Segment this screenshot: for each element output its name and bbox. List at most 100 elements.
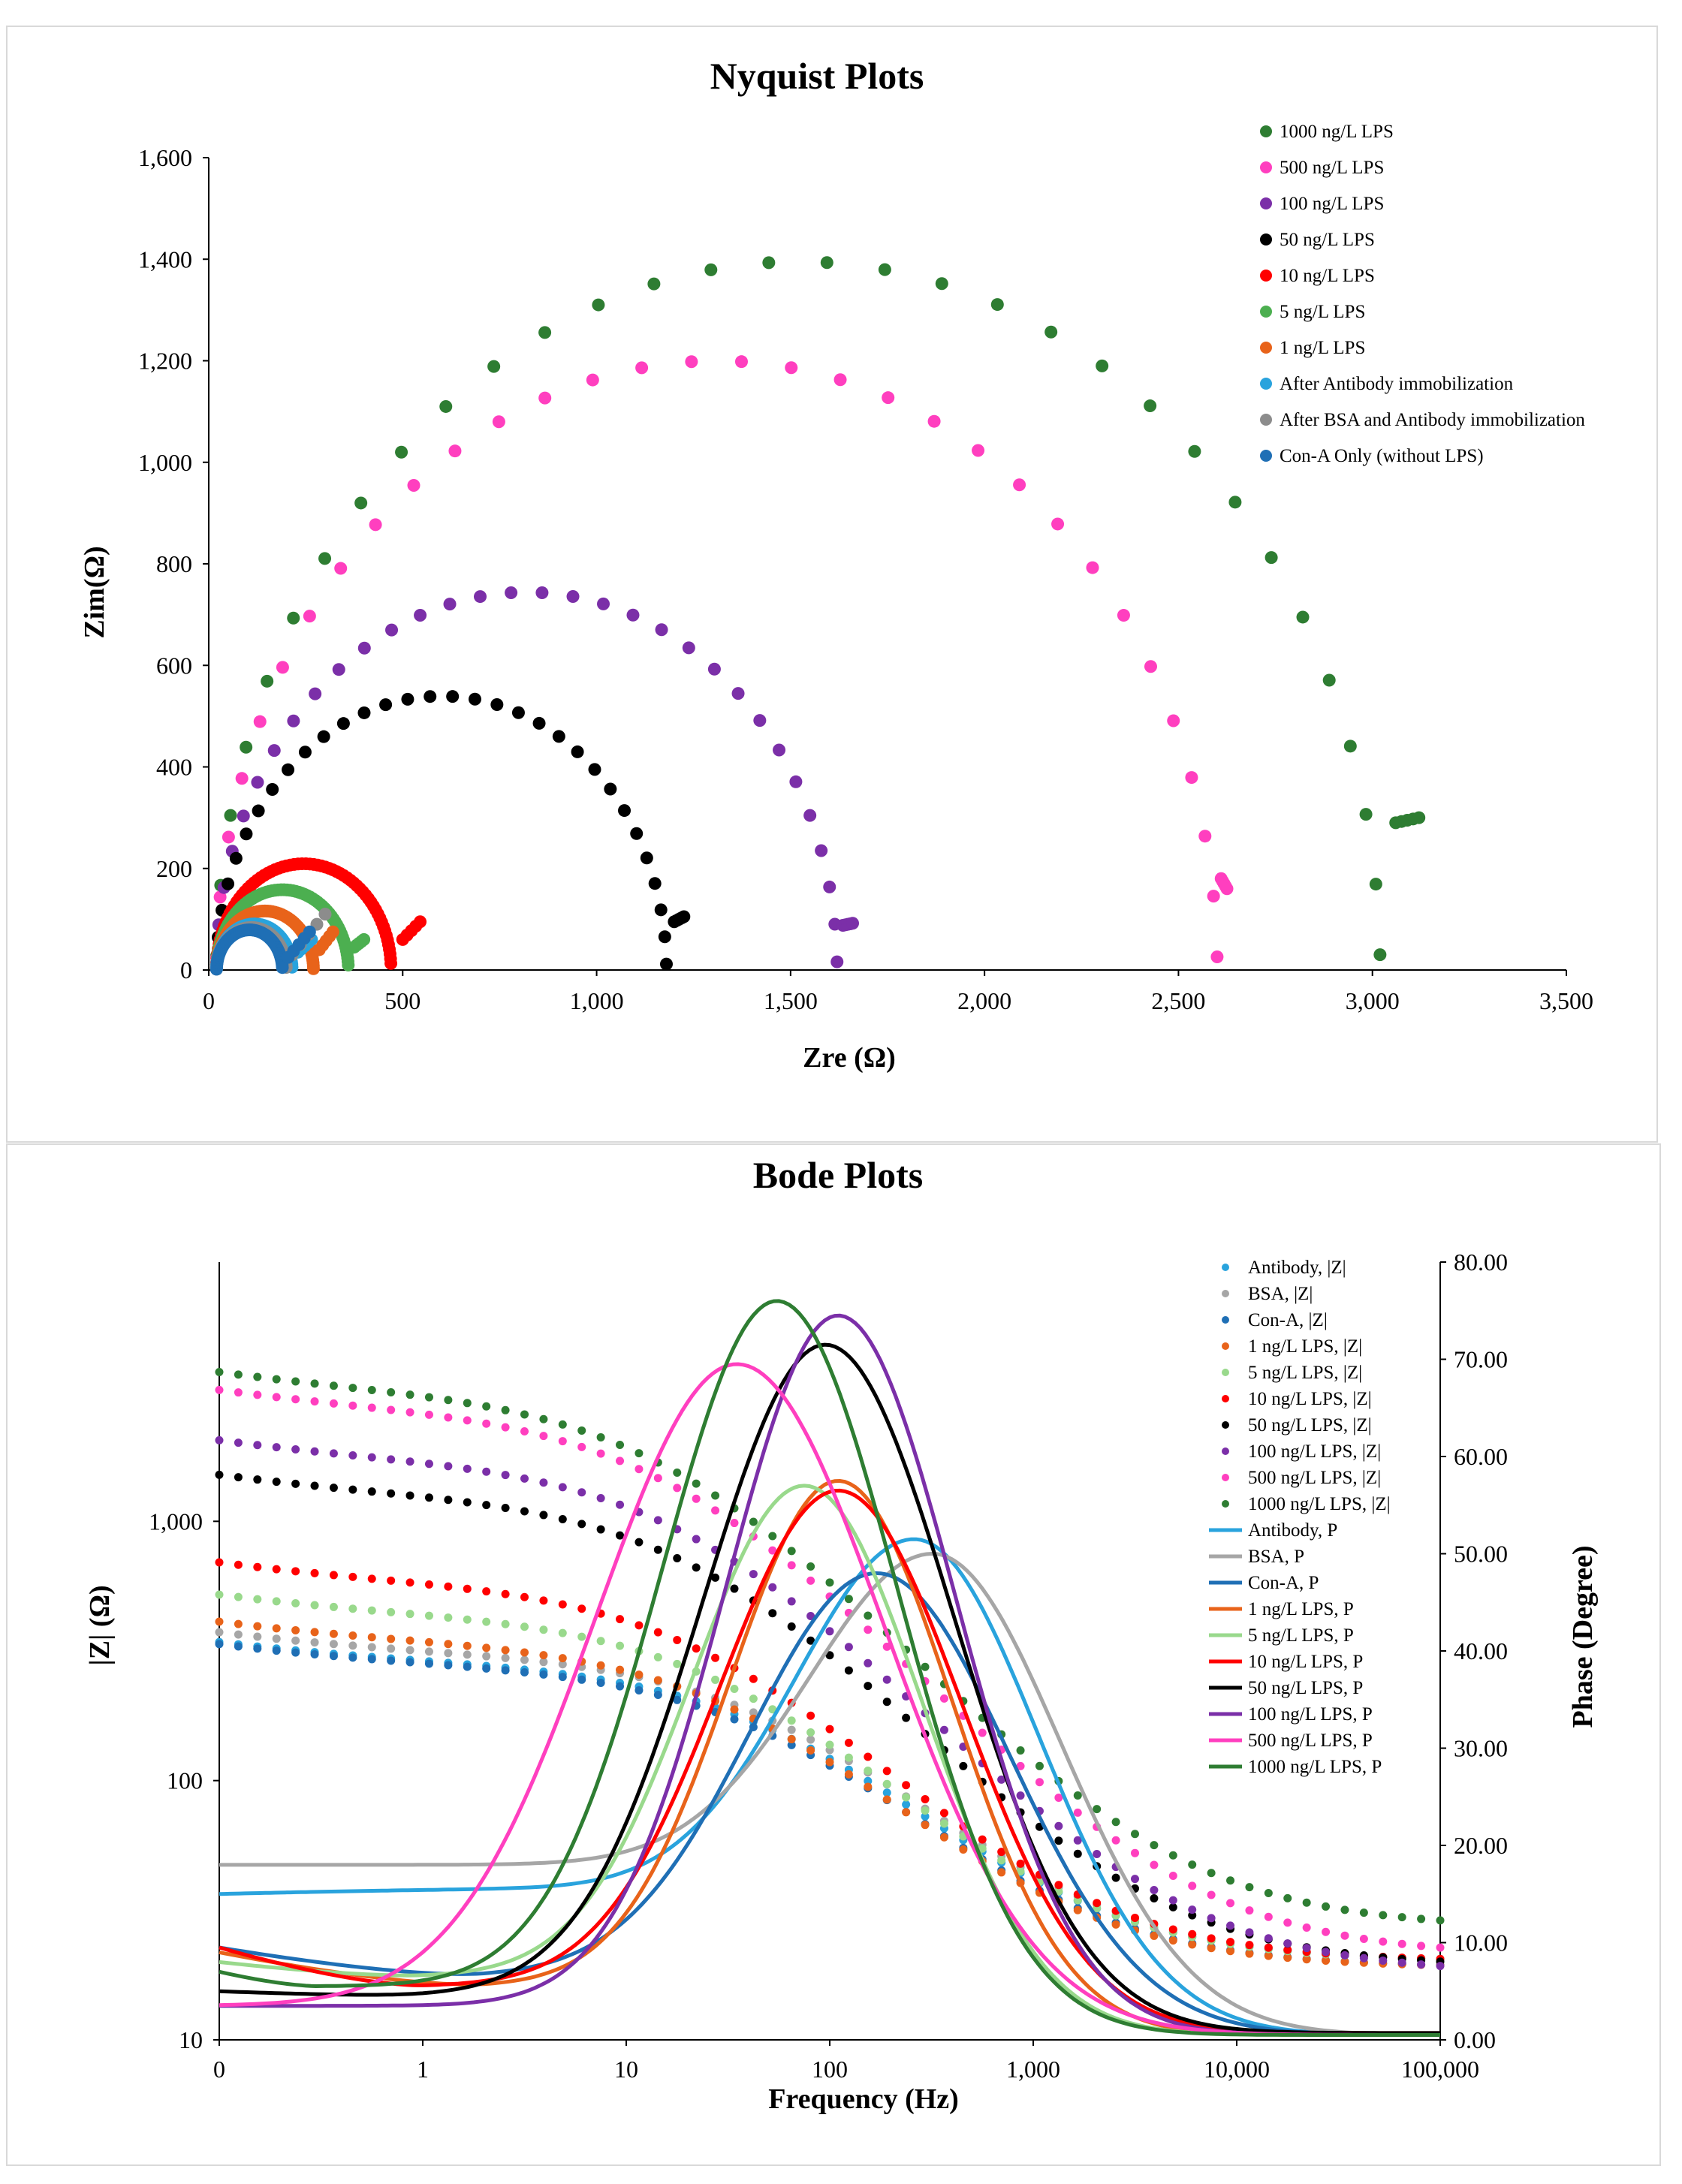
data-point	[730, 1715, 739, 1724]
data-point	[444, 1613, 453, 1622]
data-point	[653, 1516, 662, 1525]
data-point	[616, 1615, 625, 1624]
data-point	[367, 1574, 376, 1583]
data-point	[685, 355, 698, 369]
data-point	[692, 1479, 701, 1488]
y-right-tick-label: 70.00	[1454, 1346, 1508, 1373]
legend-label: 5 ng/L LPS	[1280, 302, 1365, 322]
data-point	[864, 1611, 873, 1620]
data-point	[1207, 1914, 1216, 1923]
data-point	[1340, 1905, 1349, 1914]
x-tick-label: 1,000	[1006, 2056, 1060, 2083]
data-point	[1111, 1873, 1120, 1882]
data-point	[405, 1408, 414, 1417]
data-point	[749, 1708, 758, 1717]
y-left-tick-label: 100	[167, 1767, 203, 1794]
data-point	[626, 608, 640, 622]
data-point	[405, 1457, 414, 1466]
legend-label: 1000 ng/L LPS	[1280, 122, 1394, 142]
data-point	[367, 1403, 376, 1412]
data-point	[1073, 1849, 1082, 1858]
data-point	[711, 1491, 720, 1500]
data-point	[1302, 1955, 1311, 1964]
data-point	[482, 1467, 491, 1476]
data-point	[253, 1475, 262, 1484]
data-point	[424, 690, 437, 703]
data-point	[291, 1395, 300, 1404]
data-point	[711, 1506, 720, 1515]
mag-series-6	[215, 1470, 1445, 1966]
data-point	[237, 809, 250, 823]
data-point	[787, 1735, 796, 1744]
phase-line-0	[219, 1537, 1440, 2037]
data-point	[329, 1629, 338, 1638]
legend-label: 50 ng/L LPS, P	[1248, 1678, 1363, 1698]
x-tick-label: 100,000	[1401, 2056, 1479, 2083]
data-point	[215, 1435, 224, 1444]
data-point	[558, 1660, 567, 1669]
data-point	[749, 1570, 758, 1579]
data-point	[1073, 1905, 1082, 1914]
data-point	[616, 1500, 625, 1509]
data-point	[773, 743, 786, 757]
x-tick-label: 100	[812, 2056, 848, 2083]
data-point	[833, 373, 847, 387]
x-tick-label: 2,500	[1151, 987, 1205, 1014]
data-point	[367, 1655, 376, 1664]
data-point	[864, 1625, 873, 1634]
data-point	[815, 844, 828, 857]
data-point	[939, 1725, 948, 1734]
data-point	[240, 827, 253, 841]
data-point	[596, 1678, 605, 1687]
data-point	[444, 1582, 453, 1591]
data-point	[711, 1573, 720, 1582]
data-point	[1016, 1867, 1025, 1876]
data-point	[586, 373, 599, 387]
data-point	[348, 1485, 357, 1494]
data-point	[635, 361, 649, 375]
data-point	[1035, 1778, 1044, 1787]
data-point	[414, 609, 427, 622]
data-point	[405, 1658, 414, 1667]
data-point	[616, 1682, 625, 1691]
data-point	[830, 955, 844, 968]
data-point	[348, 1401, 357, 1410]
data-point	[630, 827, 644, 840]
data-point	[424, 1493, 433, 1502]
data-point	[310, 1628, 319, 1637]
data-point	[1397, 1913, 1406, 1922]
data-point	[539, 1625, 548, 1634]
y-right-tick-label: 10.00	[1454, 1929, 1508, 1957]
data-point	[711, 1653, 720, 1662]
data-point	[653, 1545, 662, 1554]
data-point	[1397, 1958, 1406, 1967]
legend-marker	[1222, 1290, 1229, 1297]
legend-label: 100 ng/L LPS, |Z|	[1248, 1441, 1381, 1462]
data-point	[505, 586, 518, 600]
data-point	[653, 1652, 662, 1661]
data-point	[616, 1665, 625, 1674]
data-point	[927, 414, 941, 428]
data-point	[731, 687, 745, 700]
data-point	[234, 1642, 243, 1651]
data-point	[635, 1465, 644, 1474]
data-point	[1054, 1793, 1063, 1802]
data-point	[635, 1685, 644, 1694]
data-point	[1188, 1940, 1197, 1949]
data-point	[424, 1659, 433, 1668]
data-point	[787, 1561, 796, 1570]
data-point	[787, 1622, 796, 1631]
y-left-tick-label: 10	[179, 2026, 203, 2053]
series-2	[209, 586, 860, 969]
data-point	[787, 1716, 796, 1725]
data-point	[577, 1604, 586, 1613]
data-point	[558, 1628, 567, 1637]
data-point	[1245, 1883, 1254, 1892]
data-point	[1188, 444, 1201, 458]
data-point	[348, 1641, 357, 1650]
data-point	[487, 360, 501, 373]
y-right-tick-label: 50.00	[1454, 1541, 1508, 1568]
data-point	[1188, 1929, 1197, 1938]
y-tick-label: 200	[156, 855, 192, 882]
data-point	[1054, 1821, 1063, 1830]
